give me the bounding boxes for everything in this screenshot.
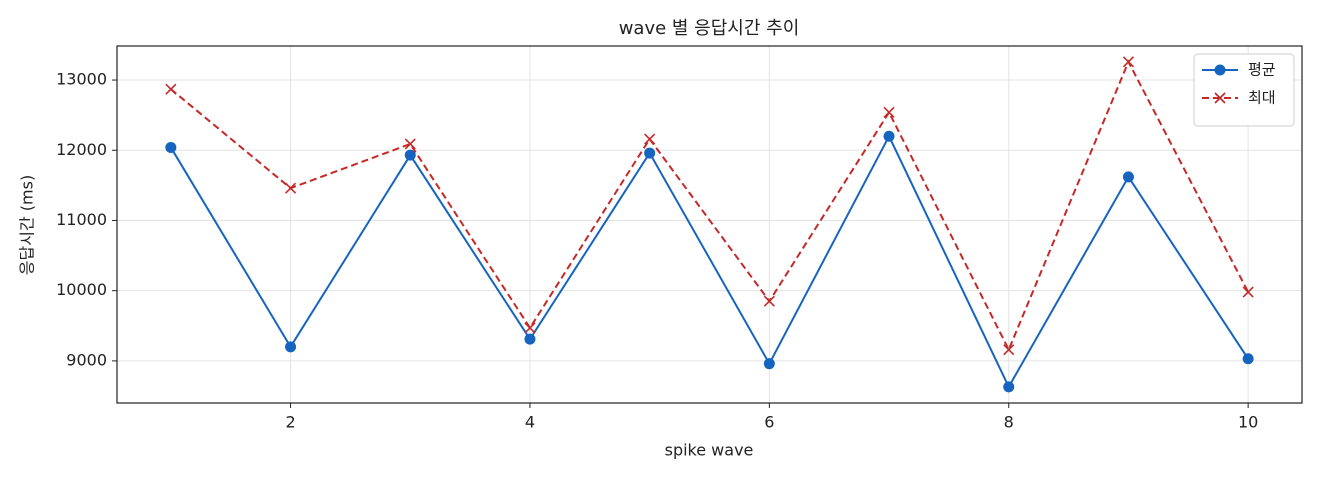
legend-box <box>1193 53 1295 127</box>
data-point <box>165 141 177 153</box>
data-point <box>763 358 775 370</box>
data-point <box>1003 381 1015 393</box>
series-line <box>170 59 1250 353</box>
data-point <box>524 333 536 345</box>
data-point <box>883 130 895 142</box>
data-point <box>165 83 177 95</box>
y-tick-label: 12000 <box>56 140 107 159</box>
data-point <box>404 138 416 150</box>
data-point <box>1122 171 1134 183</box>
x-tick-label: 6 <box>764 413 774 432</box>
legend-marker <box>1214 92 1226 104</box>
series-line <box>170 133 1249 390</box>
data-point <box>285 341 297 353</box>
data-point <box>1242 353 1254 365</box>
legend-label: 최대 <box>1248 89 1276 107</box>
y-tick-label: 9000 <box>66 350 107 369</box>
x-tick-label: 2 <box>285 413 295 432</box>
plot-frame <box>116 45 1303 404</box>
legend-label: 평균 <box>1248 61 1276 79</box>
y-axis-label: 응답시간 (ms) <box>18 175 37 275</box>
legend-marker <box>1214 64 1226 76</box>
data-point <box>883 106 895 118</box>
data-point <box>644 147 656 159</box>
x-tick-label: 8 <box>1004 413 1014 432</box>
x-tick-label: 10 <box>1238 413 1258 432</box>
data-point <box>1122 56 1135 68</box>
x-tick-label: 4 <box>525 413 535 432</box>
data-point <box>524 322 536 334</box>
data-point <box>284 182 297 194</box>
y-tick-label: 11000 <box>56 210 107 229</box>
data-point <box>1003 344 1015 356</box>
y-tick-label: 13000 <box>56 70 107 89</box>
y-tick-label: 10000 <box>56 280 107 299</box>
x-axis-label: spike wave <box>665 441 754 460</box>
data-point <box>763 295 775 307</box>
data-point <box>1242 286 1254 298</box>
data-point <box>644 133 656 145</box>
data-point <box>404 149 416 161</box>
chart-title: wave 별 응답시간 추이 <box>619 18 800 39</box>
